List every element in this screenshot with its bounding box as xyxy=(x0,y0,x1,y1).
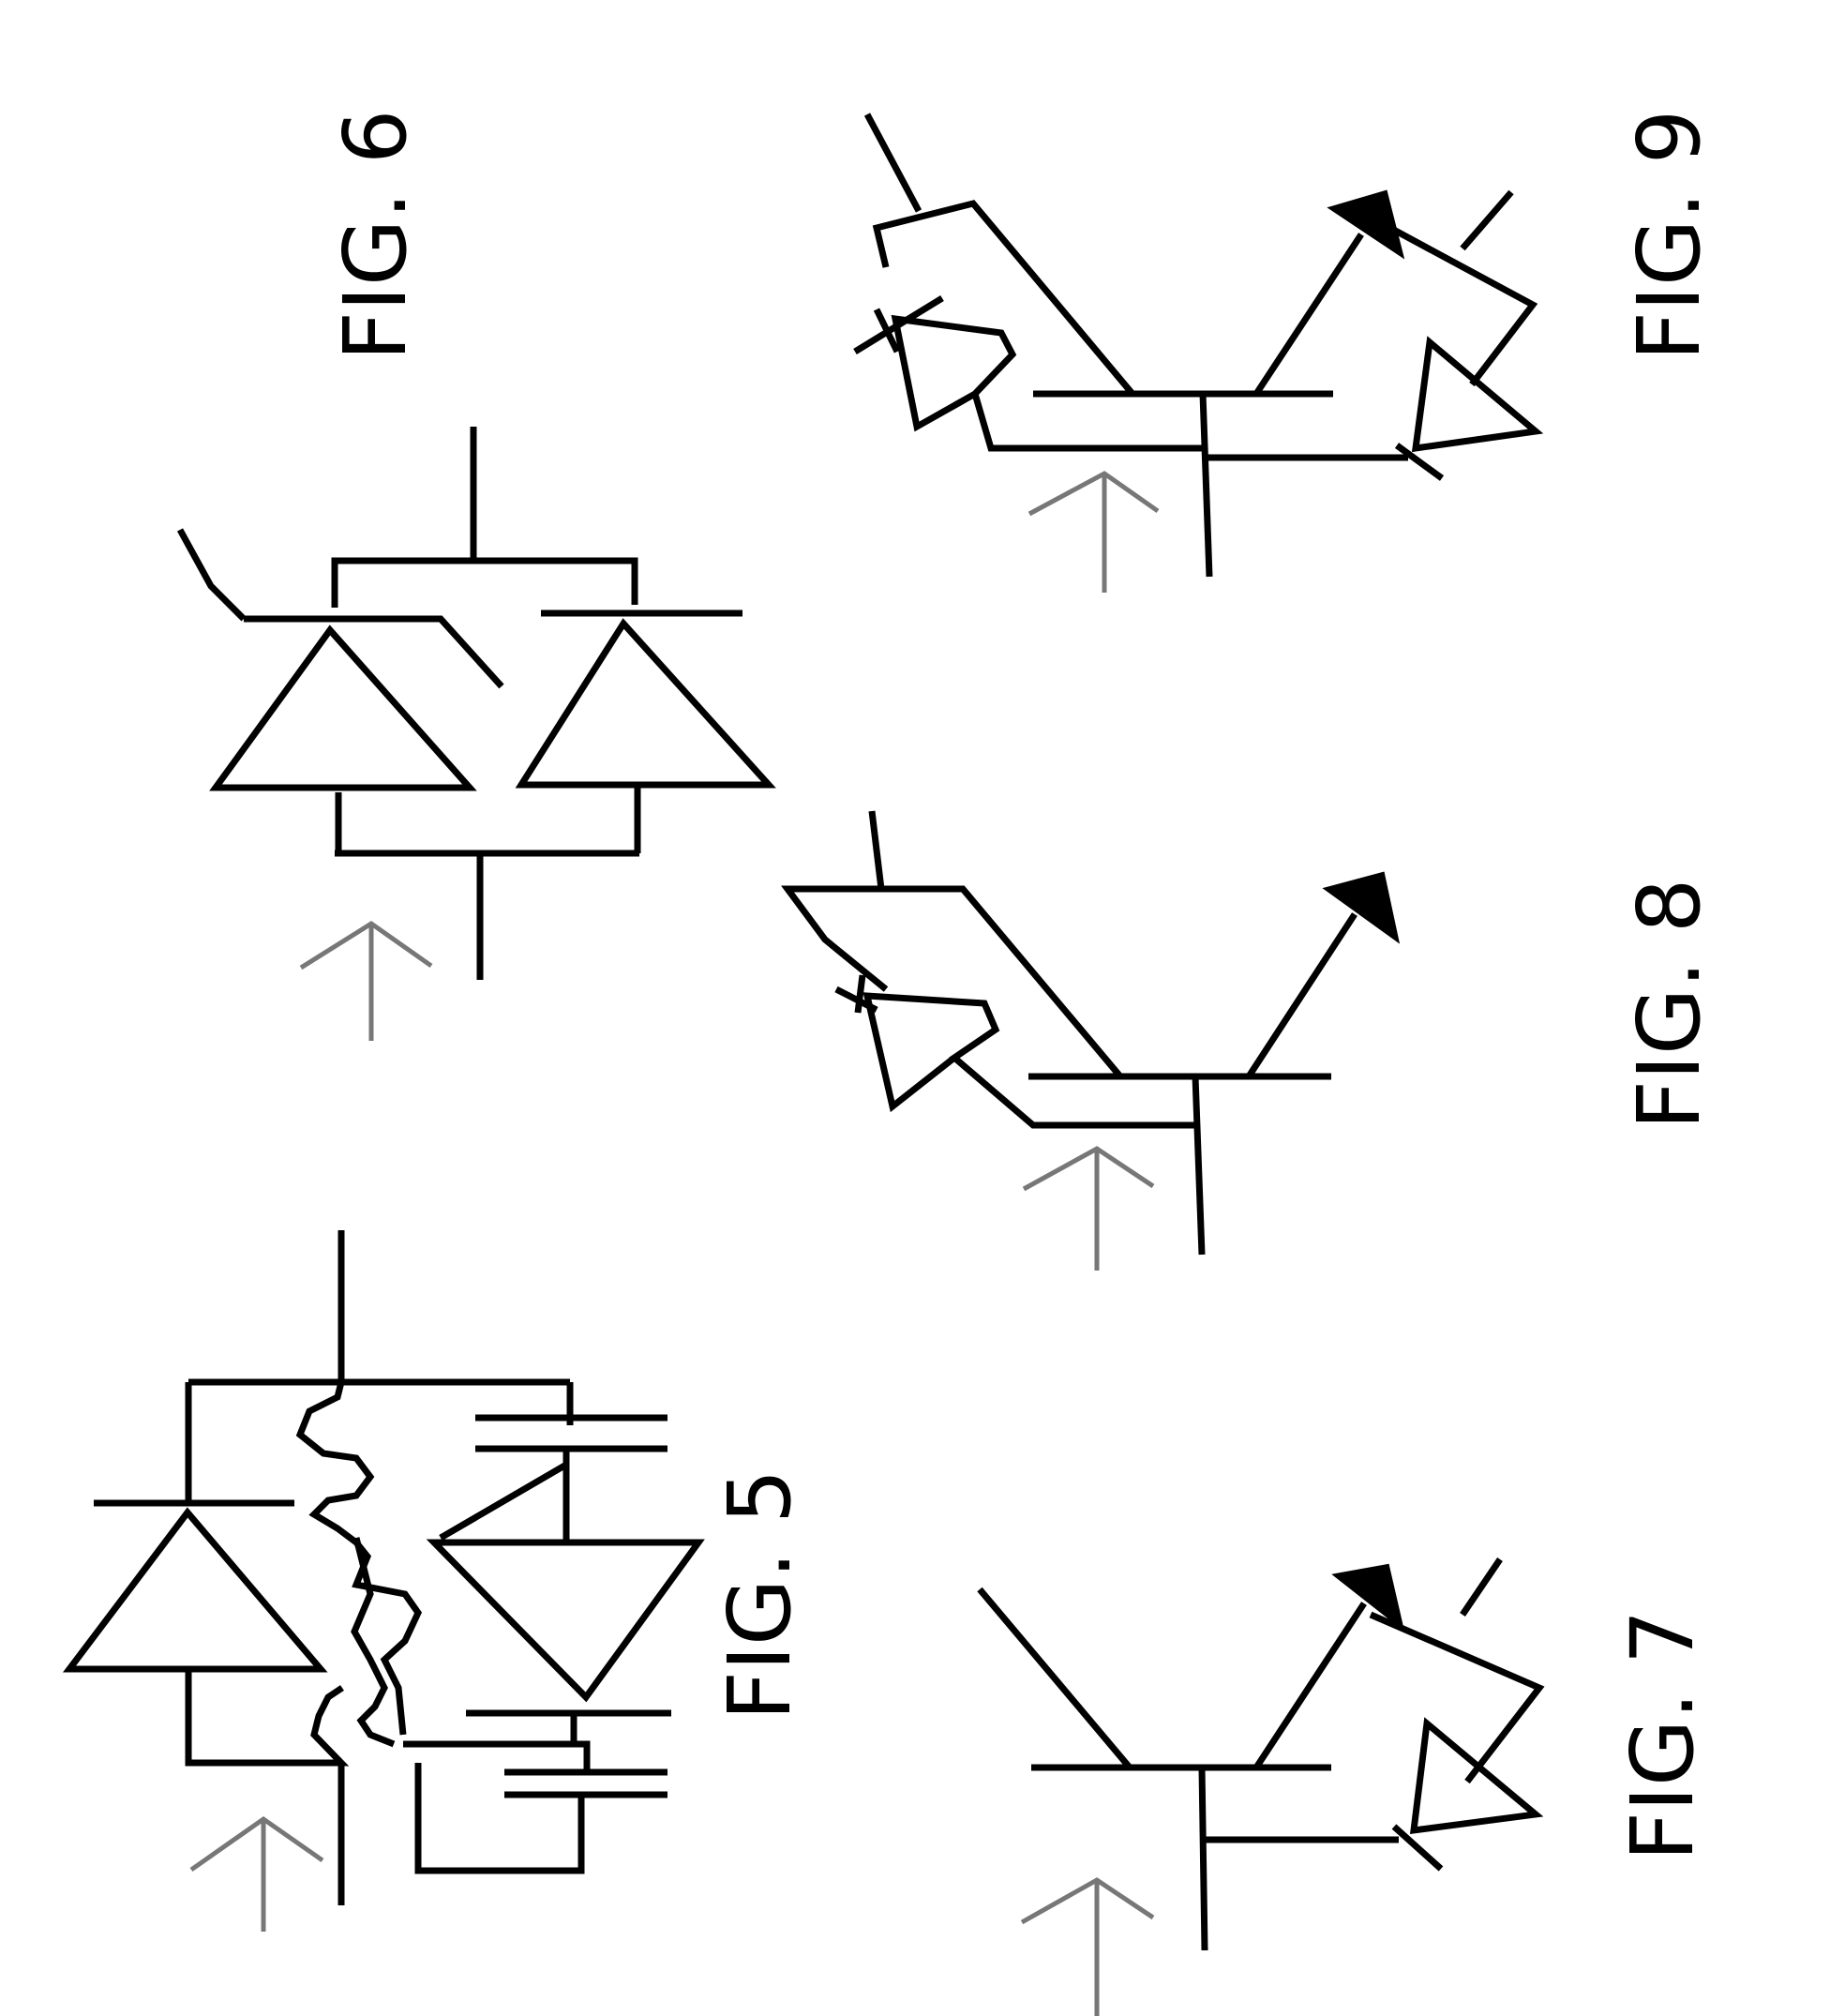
fig7-emitter xyxy=(1256,1603,1364,1768)
fig7-side-loop xyxy=(1202,1615,1539,1840)
fig5-label: FIG. 5 xyxy=(710,1469,810,1721)
fig5-left-triangle xyxy=(69,1512,321,1669)
fig6-right-triangle xyxy=(521,624,769,785)
fig8-top-lead xyxy=(872,811,881,889)
fig7-emitter-arrowhead xyxy=(1336,1566,1402,1627)
fig9-diagram xyxy=(855,114,1536,593)
fig9-label: FIG. 9 xyxy=(1619,110,1719,361)
fig7-collector xyxy=(980,1589,1130,1768)
fig8-base-tap xyxy=(867,996,1195,1125)
fig9-emitter-arrowhead xyxy=(1331,192,1402,255)
fig6-diagram xyxy=(180,427,769,1041)
fig5-left-loop xyxy=(188,1669,342,1763)
fig5-right-feed-line xyxy=(441,1465,566,1538)
fig6-left-triangle xyxy=(216,630,470,788)
fig9-emitter xyxy=(1256,234,1361,394)
fig8-base-lead xyxy=(1195,1076,1202,1255)
fig8-collector xyxy=(788,889,1120,1076)
fig9-base-lead xyxy=(1203,394,1209,577)
fig7-top-lead xyxy=(1462,1559,1500,1615)
fig7-orientation-arrow xyxy=(1022,1880,1153,2016)
fig5-right-triangle xyxy=(434,1542,698,1697)
fig5-diagram xyxy=(69,1230,698,1932)
fig5-bottom-loop xyxy=(418,1763,581,1871)
fig8-diagram xyxy=(788,811,1397,1271)
fig9-left-diode xyxy=(895,319,1202,448)
fig6-orientation-arrow xyxy=(301,924,431,1041)
fig6-left-lead xyxy=(180,530,244,619)
fig7-label: FIG. 7 xyxy=(1612,1610,1713,1861)
fig8-orientation-arrow xyxy=(1024,1149,1153,1271)
fig6-label: FIG. 6 xyxy=(325,110,426,361)
fig7-base-lead xyxy=(1202,1768,1205,1950)
fig9-right-top-lead xyxy=(1462,192,1511,248)
fig8-emitter xyxy=(1249,914,1355,1076)
fig9-right-diode-triangle xyxy=(1416,342,1536,448)
fig5-orientation-arrow xyxy=(191,1819,322,1932)
fig7-diagram xyxy=(980,1559,1539,2016)
fig6-top-bus xyxy=(335,561,635,608)
fig9-right-loop xyxy=(1202,220,1533,458)
fig9-orientation-arrow xyxy=(1029,474,1158,593)
fig5-cross-wire xyxy=(403,1744,587,1772)
fig8-label: FIG. 8 xyxy=(1619,879,1719,1130)
fig9-top-lead xyxy=(867,114,919,211)
fig8-emitter-arrowhead xyxy=(1327,874,1397,940)
